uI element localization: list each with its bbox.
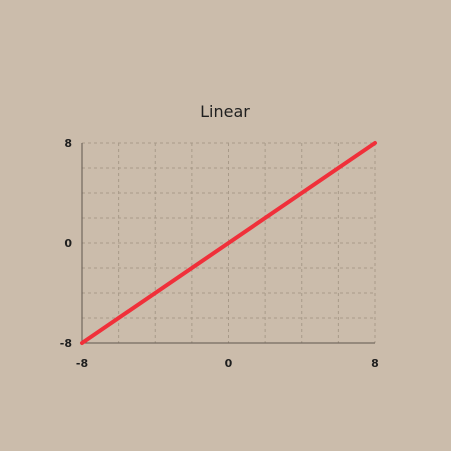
x-tick-label: 0 [225, 357, 233, 370]
y-tick-label: -8 [60, 337, 72, 350]
y-tick-label: 8 [64, 137, 72, 150]
series-group [80, 141, 377, 345]
tick-labels: -8 0 8 -8 0 8 [60, 137, 379, 370]
x-tick-label: 8 [371, 357, 379, 370]
y-tick-label: 0 [64, 237, 72, 250]
chart-title: Linear [200, 102, 250, 121]
series-line [80, 141, 377, 345]
x-tick-label: -8 [76, 357, 88, 370]
